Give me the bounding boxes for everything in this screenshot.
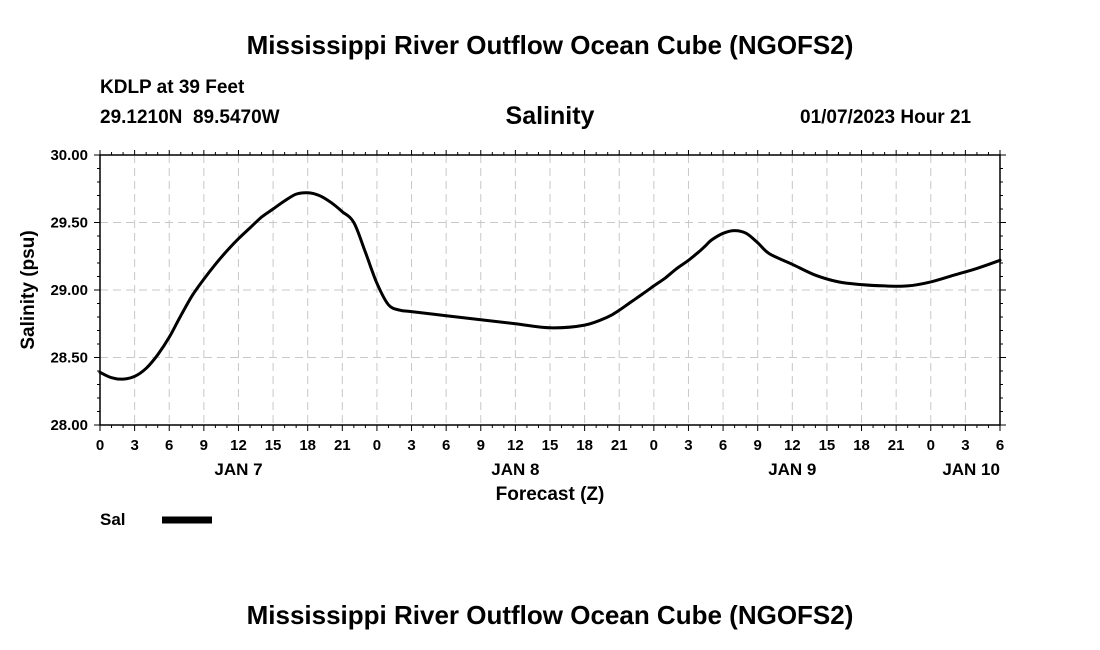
series-line-sal [98, 191, 1002, 381]
y-tick-label: 28.50 [50, 350, 88, 367]
x-tick-label: 18 [853, 437, 870, 454]
x-tick-label: 0 [927, 437, 935, 454]
axis-labels: 0 3 6 9 12 15 18 21 0 3 6 9 12 15 18 21 0 3 6 9 12 15 18 21 0 3 6 2… [50, 147, 1004, 479]
x-tick-label: 15 [542, 437, 559, 454]
y-tick-label: 30.00 [50, 147, 88, 164]
legend-label: Sal [100, 510, 126, 529]
x-tick-label: 6 [996, 437, 1004, 454]
station-name: KDLP at 39 Feet [100, 77, 245, 98]
x-tick-label: 9 [754, 437, 762, 454]
day-label: JAN 9 [768, 460, 816, 479]
x-tick-label: 6 [719, 437, 727, 454]
x-tick-label: 9 [477, 437, 485, 454]
y-tick-label: 28.00 [50, 417, 88, 434]
day-label: JAN 10 [942, 460, 1000, 479]
x-tick-label: 3 [961, 437, 969, 454]
x-tick-label: 15 [265, 437, 282, 454]
x-tick-label: 3 [684, 437, 692, 454]
x-tick-label: 3 [130, 437, 138, 454]
page-title: Mississippi River Outflow Ocean Cube (NG… [246, 30, 854, 60]
x-tick-label: 6 [165, 437, 173, 454]
day-label: JAN 7 [214, 460, 262, 479]
day-label: JAN 8 [491, 460, 539, 479]
x-tick-label: 21 [888, 437, 905, 454]
x-tick-label: 6 [442, 437, 450, 454]
x-tick-label: 0 [650, 437, 658, 454]
x-tick-label: 21 [334, 437, 351, 454]
x-tick-label: 12 [230, 437, 247, 454]
station-coordinates: 29.1210N 89.5470W [100, 107, 280, 128]
x-tick-label: 18 [576, 437, 593, 454]
y-tick-label: 29.50 [50, 215, 88, 232]
footer-title: Mississippi River Outflow Ocean Cube (NG… [246, 600, 854, 630]
x-tick-label: 3 [407, 437, 415, 454]
x-tick-label: 0 [96, 437, 104, 454]
grid [100, 155, 1000, 425]
x-tick-label: 0 [373, 437, 381, 454]
x-tick-label: 18 [299, 437, 316, 454]
y-axis-label: Salinity (psu) [18, 230, 39, 349]
x-tick-label: 12 [507, 437, 524, 454]
axis-ticks [94, 150, 1006, 431]
x-tick-label: 12 [784, 437, 801, 454]
chart-title: Salinity [505, 102, 595, 130]
valid-time: 01/07/2023 Hour 21 [800, 107, 972, 128]
x-tick-label: 15 [819, 437, 836, 454]
x-tick-label: 21 [611, 437, 628, 454]
x-tick-label: 9 [200, 437, 208, 454]
x-axis-label: Forecast (Z) [496, 484, 605, 505]
y-tick-label: 29.00 [50, 282, 88, 299]
